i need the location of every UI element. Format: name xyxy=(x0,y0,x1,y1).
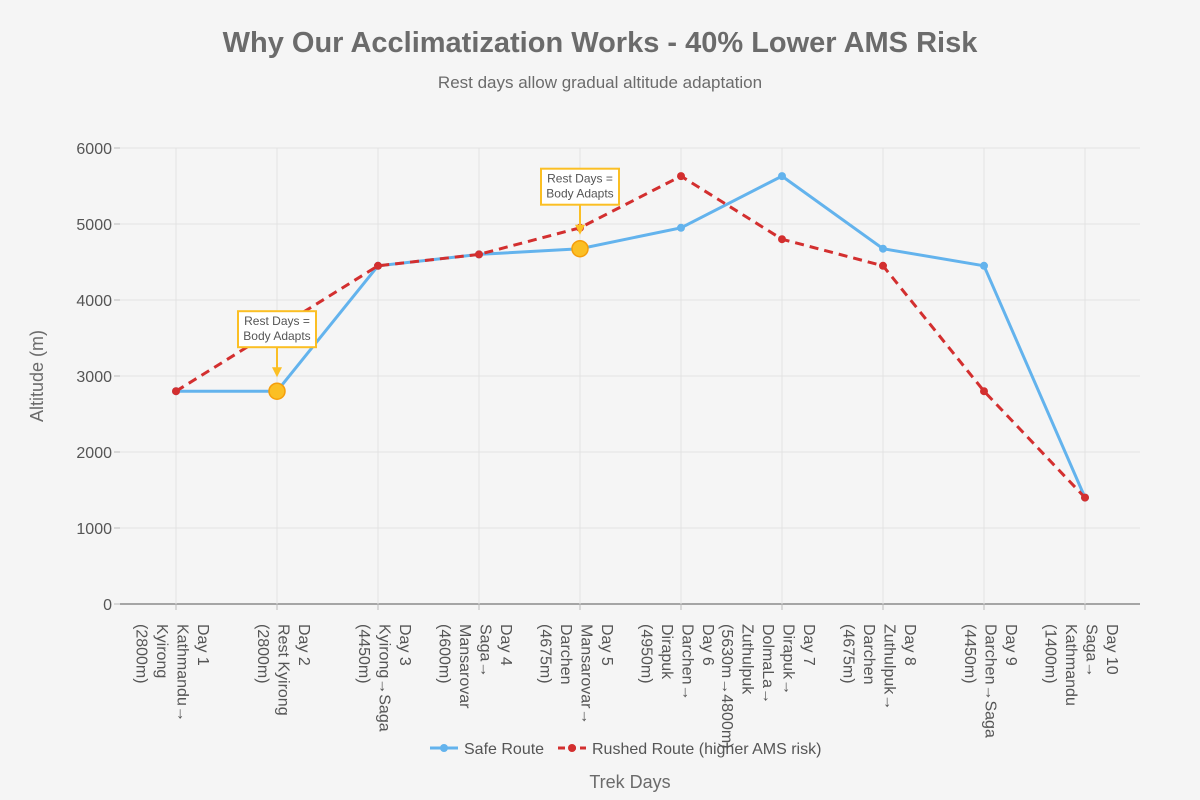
x-tick-label-line: (4450m) xyxy=(355,624,372,684)
data-point xyxy=(475,250,483,259)
y-tick-label: 4000 xyxy=(76,293,112,310)
annotation-text: Body Adapts xyxy=(243,329,310,343)
x-tick-label-line: Kyirong→Saga xyxy=(376,624,393,732)
x-tick-label-line: Dirapuk xyxy=(658,624,675,680)
x-tick-label-line: Rest Kyirong xyxy=(275,624,292,716)
annotation-box xyxy=(540,167,620,206)
y-tick-label: 0 xyxy=(103,597,112,614)
x-tick-label-line: Saga→ xyxy=(1083,624,1100,677)
x-tick-label-line: Dirapuk→ xyxy=(780,624,797,695)
data-point xyxy=(980,261,988,270)
x-tick-label-line: Day 8 xyxy=(901,624,918,666)
data-point xyxy=(980,387,988,396)
x-tick-label-line: Day 9 xyxy=(1002,624,1019,666)
legend-label: Rushed Route (higher AMS risk) xyxy=(592,741,821,758)
annotation-text: Rest Days = xyxy=(547,172,613,186)
y-tick-label: 6000 xyxy=(76,141,112,158)
x-tick-label-line: Saga→ xyxy=(477,624,494,677)
x-tick-label-line: (4600m) xyxy=(436,624,453,684)
data-point xyxy=(374,261,382,270)
y-tick-label: 3000 xyxy=(76,369,112,386)
y-axis-label: Altitude (m) xyxy=(27,330,47,422)
data-point xyxy=(172,387,180,396)
x-tick-label-line: Mansarovar xyxy=(456,624,473,709)
x-tick-label-line: Kyirong xyxy=(153,624,170,678)
x-tick-label-line: Darchen xyxy=(557,624,574,684)
x-tick-label-line: Zuthulpuk→ xyxy=(881,624,898,710)
x-tick-label-line: (2800m) xyxy=(254,624,271,684)
x-tick-label-line: Kathmandu→ xyxy=(174,624,191,722)
y-tick-label: 5000 xyxy=(76,217,112,234)
x-tick-label-line: Day 10 xyxy=(1103,624,1120,675)
legend-marker xyxy=(568,744,576,752)
chart-title: Why Our Acclimatization Works - 40% Lowe… xyxy=(223,27,979,59)
data-point xyxy=(879,244,887,253)
legend-marker xyxy=(440,744,448,752)
annotation-arrowhead xyxy=(575,224,585,235)
x-tick-label-line: Kathmandu xyxy=(1062,624,1079,706)
data-point xyxy=(778,172,786,181)
x-tick-label-line: Mansarovar→ xyxy=(578,624,595,724)
data-point xyxy=(778,235,786,244)
x-axis-label: Trek Days xyxy=(589,772,670,792)
annotation-text: Body Adapts xyxy=(546,187,613,201)
x-tick-label-line: Day 5 xyxy=(598,624,615,666)
legend-label: Safe Route xyxy=(464,741,544,758)
x-tick-label-line: Day 7 xyxy=(800,624,817,666)
data-point xyxy=(1081,493,1089,502)
x-tick-label-line: (4950m) xyxy=(638,624,655,684)
rest-day-marker xyxy=(268,382,286,400)
x-tick-label-line: Darchen xyxy=(860,624,877,684)
x-tick-label-line: Zuthulpuk xyxy=(739,624,756,695)
x-tick-label-line: Darchen→Saga xyxy=(982,624,999,738)
x-tick-label-line: (1400m) xyxy=(1042,624,1059,684)
chart-subtitle: Rest days allow gradual altitude adaptat… xyxy=(438,73,762,92)
annotation-text: Rest Days = xyxy=(244,314,310,328)
x-tick-label-line: (4450m) xyxy=(961,624,978,684)
x-tick-label-line: (4675m) xyxy=(537,624,554,684)
x-tick-label-line: Day 1 xyxy=(194,624,211,666)
data-point xyxy=(879,261,887,270)
x-tick-label-line: Day 3 xyxy=(396,624,413,666)
y-tick-label: 1000 xyxy=(76,521,112,538)
x-tick-label-line: (5630m→4800m) xyxy=(718,624,735,749)
data-point xyxy=(677,172,685,181)
y-tick-label: 2000 xyxy=(76,445,112,462)
x-tick-label-line: Darchen→ xyxy=(679,624,696,700)
x-tick-label-line: Day 4 xyxy=(497,624,514,666)
annotation-box xyxy=(237,310,317,349)
data-point xyxy=(677,223,685,232)
x-tick-label-line: Day 6 xyxy=(699,624,716,666)
annotation-arrowhead xyxy=(272,367,282,378)
x-tick-label-line: (4675m) xyxy=(840,624,857,684)
x-tick-label: Day 7Dirapuk→DolmaLa→Zuthulpuk(5630m→480… xyxy=(718,624,817,749)
x-tick-label-line: Day 2 xyxy=(295,624,312,666)
rest-day-marker xyxy=(571,239,589,258)
x-tick-label-line: DolmaLa→ xyxy=(759,624,776,704)
series-line-safe xyxy=(176,174,1087,499)
x-tick-label-line: (2800m) xyxy=(133,624,150,684)
